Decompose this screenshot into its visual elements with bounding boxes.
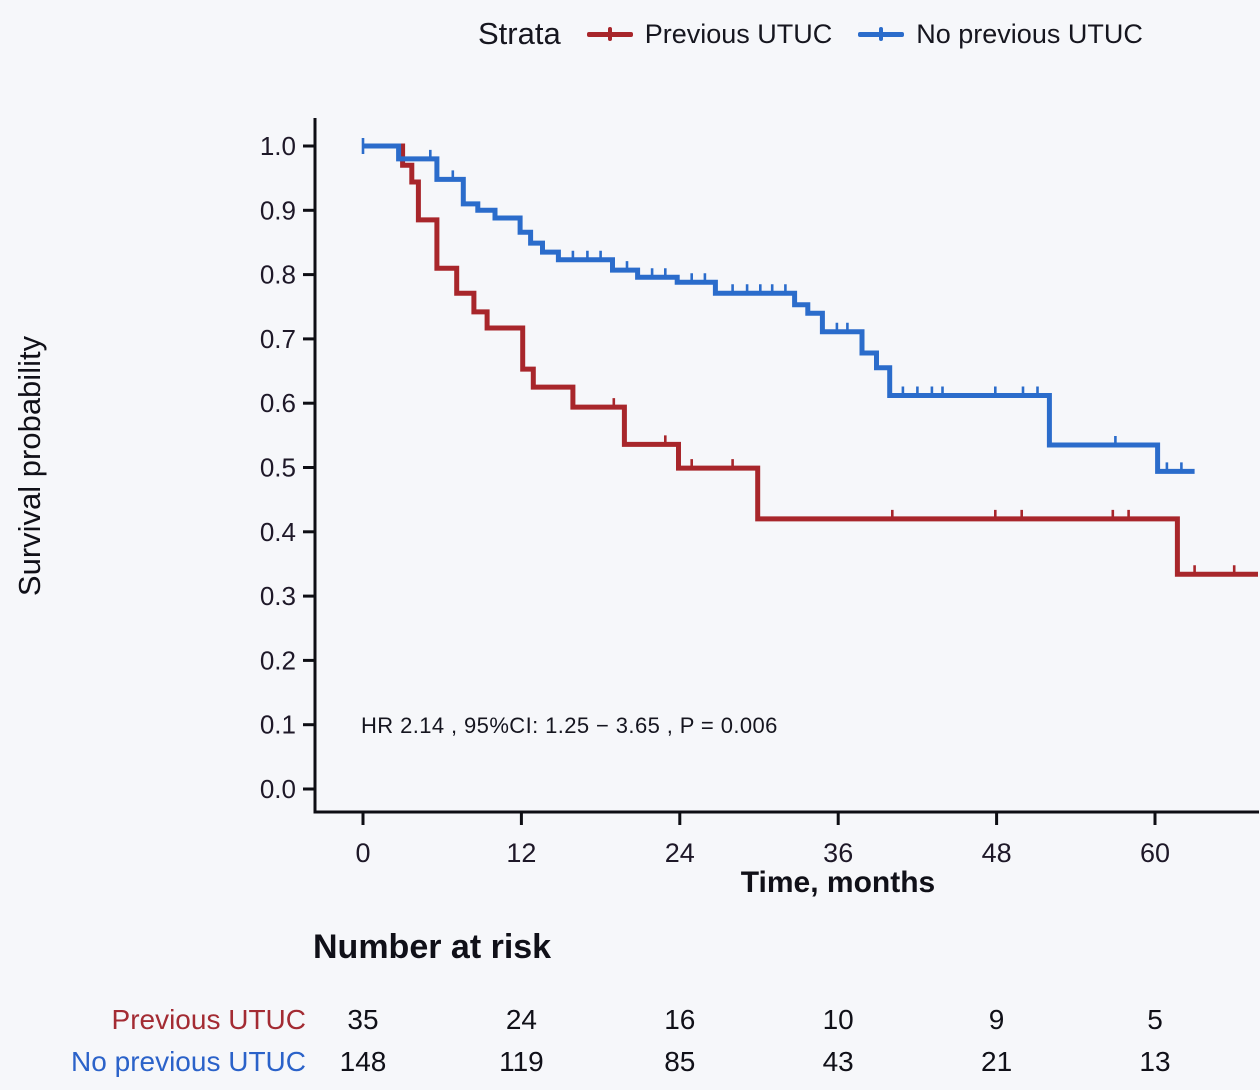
legend-title: Strata (478, 16, 561, 51)
x-axis-tick-label: 60 (1140, 838, 1170, 868)
x-axis-title: Time, months (740, 866, 936, 899)
risk-count: 10 (822, 1004, 854, 1035)
y-axis-tick-label: 0.3 (260, 581, 296, 611)
risk-count: 35 (347, 1004, 379, 1035)
y-axis-tick-label: 0.6 (260, 388, 296, 418)
km-curve-no-previous-utuc (363, 143, 1195, 474)
risk-count: 21 (981, 1046, 1013, 1077)
y-axis-tick-label: 0.9 (260, 195, 296, 225)
risk-row-no-previous-utuc: No previous UTUC 148 119 85 43 21 13 (0, 1046, 1260, 1082)
y-axis-tick-label: 0.1 (260, 710, 296, 740)
legend-item-previous-utuc: Previous UTUC (586, 18, 833, 50)
risk-table-title: Number at risk (313, 928, 552, 966)
y-axis-tick-label: 1.0 (260, 131, 296, 161)
legend: Strata Previous UTUC No previous UTUC (478, 10, 1143, 58)
censor-ticks-previous-utuc (612, 398, 1236, 577)
y-axis-tick-label: 0.2 (260, 645, 296, 675)
risk-row-label: No previous UTUC (71, 1046, 306, 1077)
risk-count: 43 (822, 1046, 854, 1077)
risk-count: 119 (499, 1046, 544, 1077)
legend-item-no-previous-utuc: No previous UTUC (858, 19, 1143, 50)
red-line-marker-icon (586, 27, 633, 41)
risk-count: 24 (505, 1004, 537, 1035)
y-axis-tick-label: 0.8 (260, 260, 296, 290)
x-axis-tick-label: 12 (506, 838, 536, 868)
y-axis-tick-label: 0.0 (260, 774, 296, 804)
blue-line-marker-icon (858, 27, 905, 41)
risk-row-previous-utuc: Previous UTUC 35 24 16 10 9 5 (0, 1004, 1260, 1040)
risk-count: 5 (1147, 1004, 1163, 1035)
legend-label: No previous UTUC (916, 18, 1143, 49)
y-axis-tick-label: 0.7 (260, 324, 296, 354)
hr-annotation: HR 2.14 , 95%CI: 1.25 − 3.65 , P = 0.006 (361, 713, 778, 738)
risk-row-label: Previous UTUC (111, 1004, 306, 1035)
risk-count: 16 (664, 1004, 696, 1035)
censor-ticks-no-previous-utuc (361, 138, 1183, 474)
risk-count: 13 (1139, 1046, 1171, 1077)
x-axis-tick-label: 24 (665, 838, 695, 868)
y-axis-tick-label: 0.4 (260, 517, 296, 547)
risk-count: 9 (988, 1004, 1005, 1035)
x-axis-tick-label: 0 (355, 838, 370, 868)
x-axis-tick-label: 36 (823, 838, 853, 868)
y-axis-tick-label: 0.5 (260, 453, 296, 483)
legend-label: Previous UTUC (644, 18, 833, 49)
censor-tick-icon (607, 27, 612, 41)
risk-count: 148 (339, 1046, 387, 1077)
censor-tick-icon (879, 27, 884, 41)
risk-count: 85 (664, 1046, 696, 1077)
x-axis-tick-label: 48 (982, 838, 1012, 868)
